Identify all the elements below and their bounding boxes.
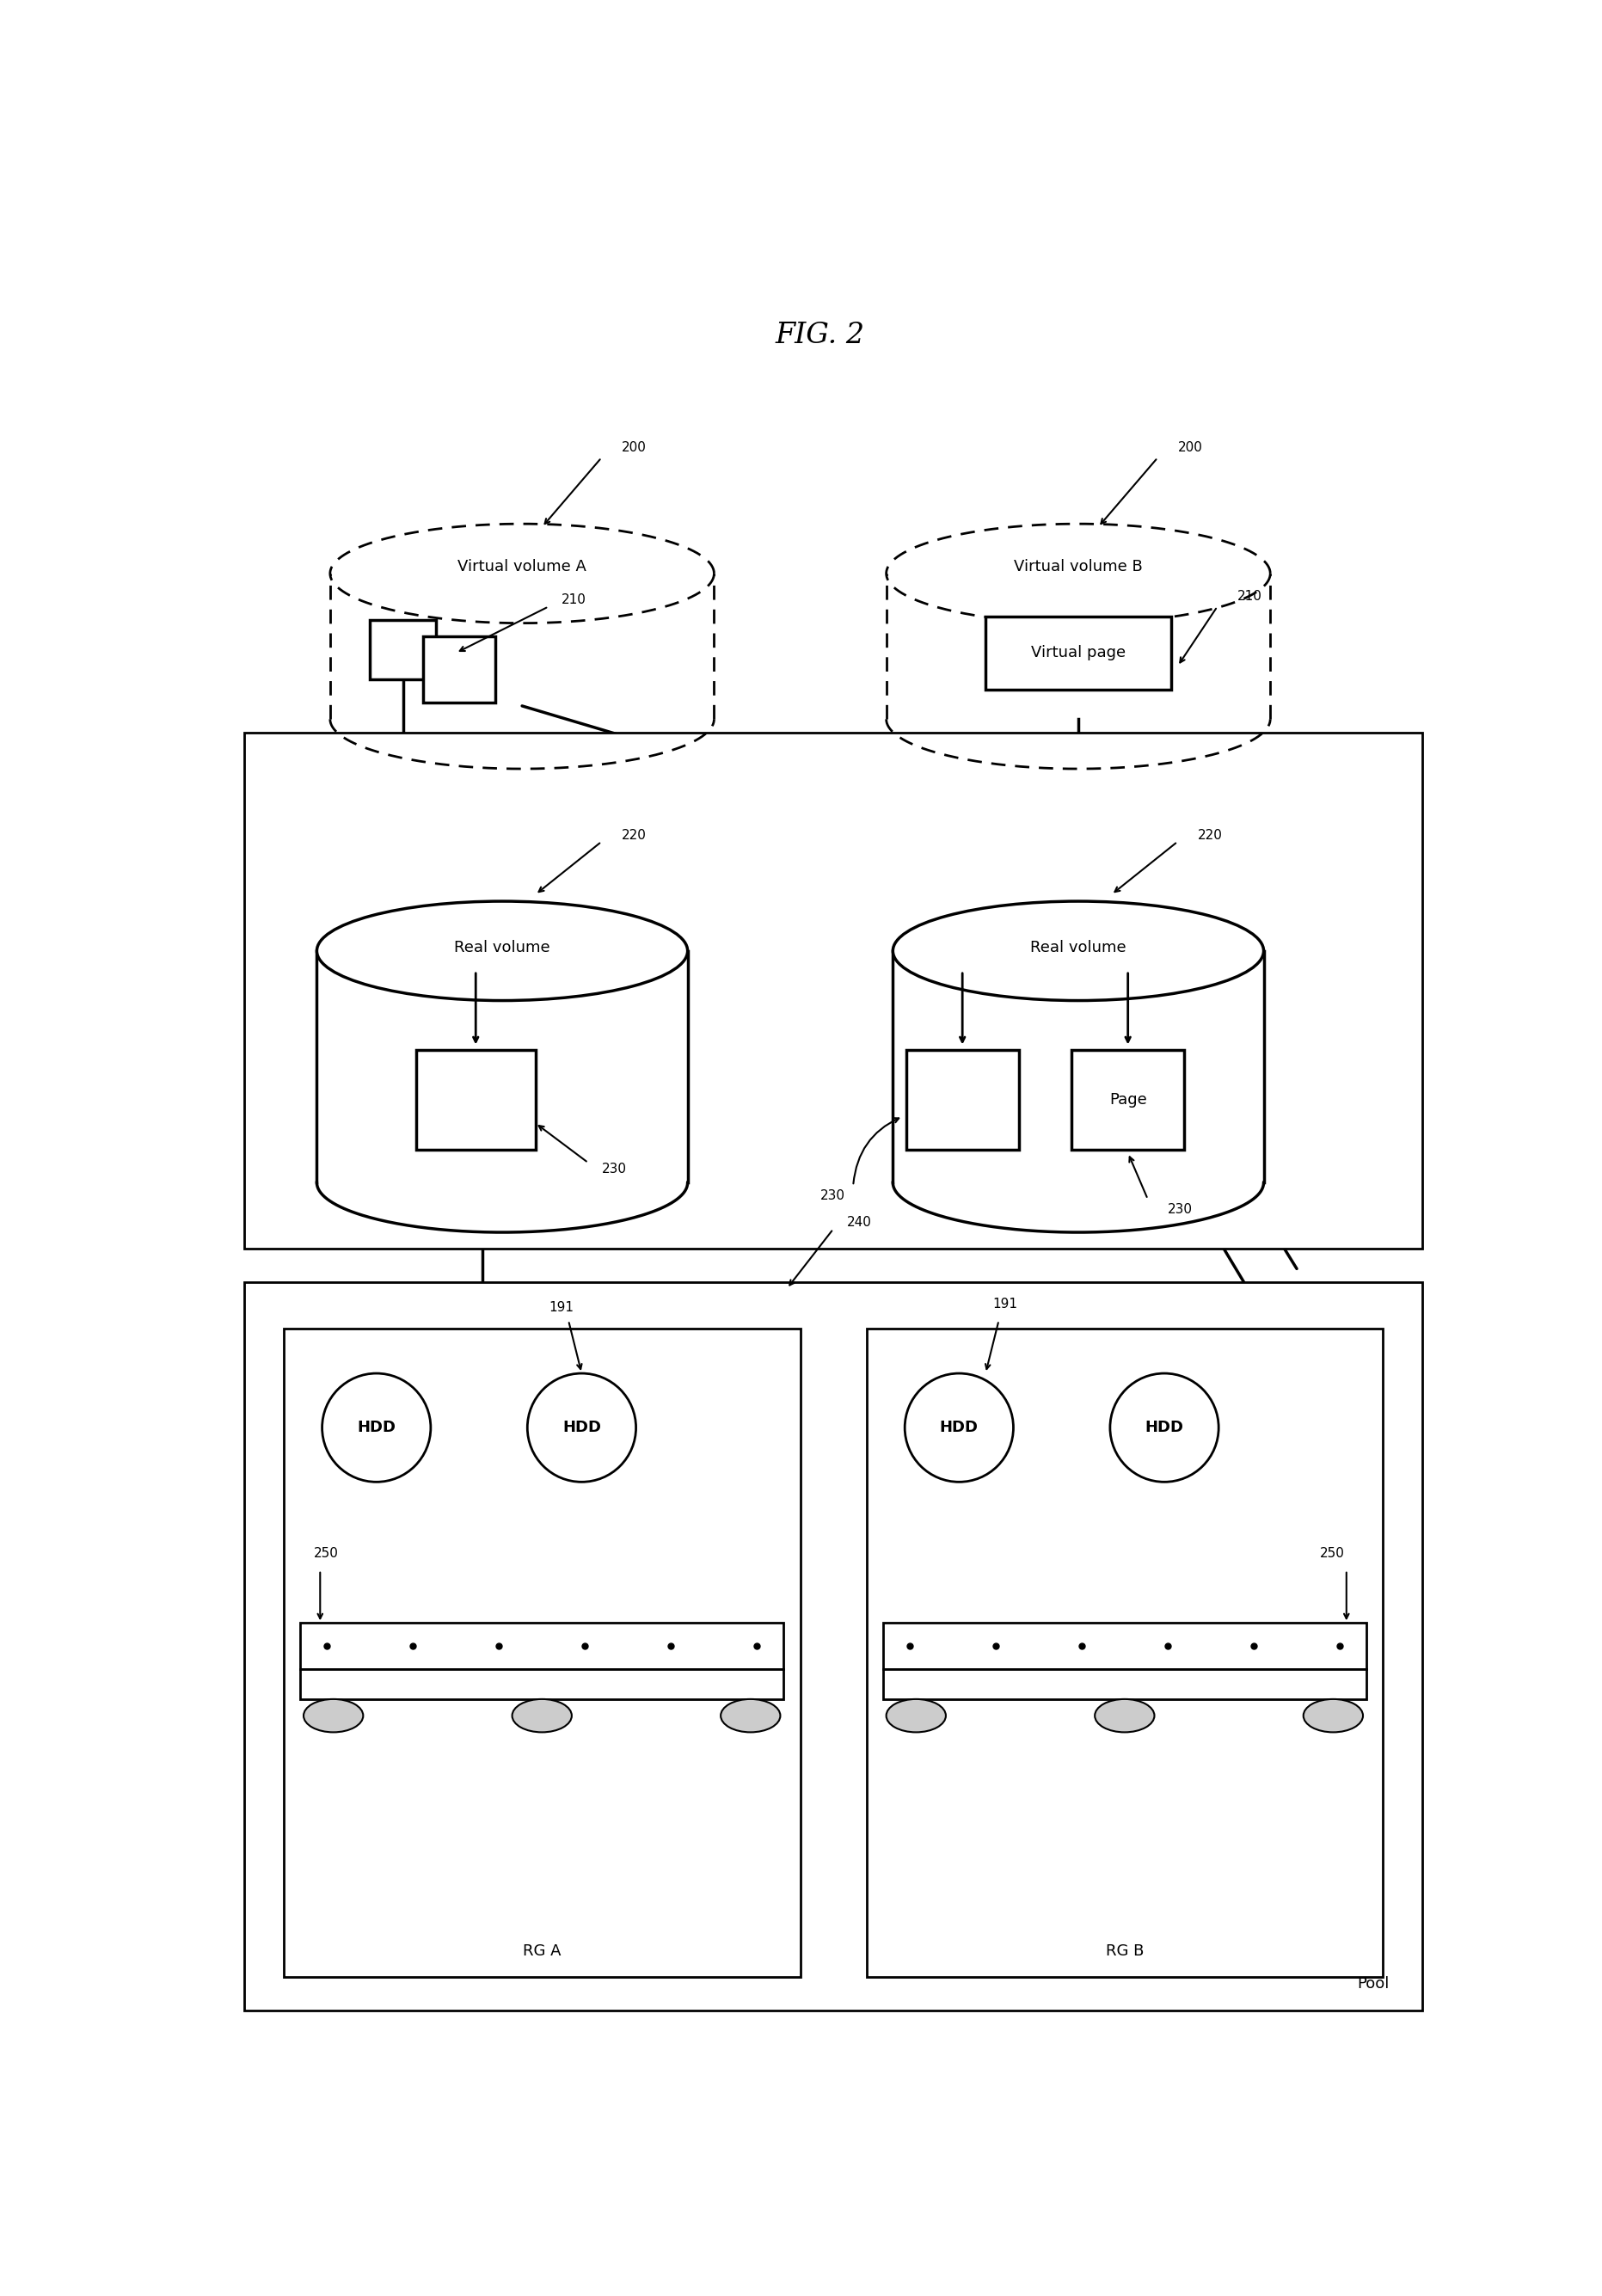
Text: HDD: HDD — [940, 1419, 979, 1435]
Text: 250: 250 — [314, 1548, 338, 1559]
Text: Real volume: Real volume — [455, 939, 549, 955]
Text: 250: 250 — [1320, 1548, 1344, 1559]
Text: RG B: RG B — [1105, 1942, 1144, 1958]
Bar — [883, 1669, 1367, 1699]
Text: 230: 230 — [820, 1189, 844, 1203]
Text: HDD: HDD — [357, 1419, 396, 1435]
Text: 200: 200 — [622, 441, 646, 455]
Bar — [423, 636, 495, 703]
Ellipse shape — [721, 1699, 780, 1731]
Bar — [300, 1623, 783, 1669]
Ellipse shape — [1094, 1699, 1155, 1731]
Circle shape — [905, 1373, 1014, 1481]
Bar — [907, 1049, 1019, 1150]
Circle shape — [1110, 1373, 1219, 1481]
Bar — [300, 1669, 783, 1699]
Ellipse shape — [303, 1699, 364, 1731]
Text: 240: 240 — [846, 1217, 871, 1228]
Text: 210: 210 — [1237, 590, 1262, 604]
Text: 230: 230 — [601, 1164, 626, 1176]
Ellipse shape — [892, 902, 1264, 1001]
Text: Page: Page — [1109, 1093, 1147, 1107]
Ellipse shape — [1304, 1699, 1363, 1731]
Circle shape — [322, 1373, 431, 1481]
Text: 191: 191 — [548, 1302, 574, 1313]
Bar — [244, 732, 1423, 1249]
Text: Virtual volume A: Virtual volume A — [458, 560, 586, 574]
Bar — [417, 1049, 535, 1150]
Text: 191: 191 — [992, 1297, 1017, 1311]
Text: Virtual page: Virtual page — [1032, 645, 1126, 661]
Ellipse shape — [513, 1699, 572, 1731]
Text: 210: 210 — [562, 595, 586, 606]
Bar — [244, 1281, 1423, 2011]
Text: RG A: RG A — [522, 1942, 561, 1958]
Text: FIG. 2: FIG. 2 — [775, 321, 865, 349]
Bar — [985, 618, 1171, 689]
Bar — [1072, 1049, 1184, 1150]
Text: Real volume: Real volume — [1030, 939, 1126, 955]
Ellipse shape — [886, 1699, 945, 1731]
Text: Pool: Pool — [1357, 1977, 1389, 1991]
Bar — [284, 1329, 799, 1977]
Text: 200: 200 — [1177, 441, 1203, 455]
Ellipse shape — [317, 902, 687, 1001]
Bar — [867, 1329, 1383, 1977]
Text: 220: 220 — [622, 829, 646, 840]
Text: Virtual volume B: Virtual volume B — [1014, 560, 1142, 574]
Text: HDD: HDD — [1145, 1419, 1184, 1435]
Bar — [370, 620, 436, 680]
Text: 220: 220 — [1197, 829, 1222, 840]
Text: 230: 230 — [1168, 1203, 1192, 1215]
Text: HDD: HDD — [562, 1419, 601, 1435]
Circle shape — [527, 1373, 636, 1481]
Bar — [883, 1623, 1367, 1669]
